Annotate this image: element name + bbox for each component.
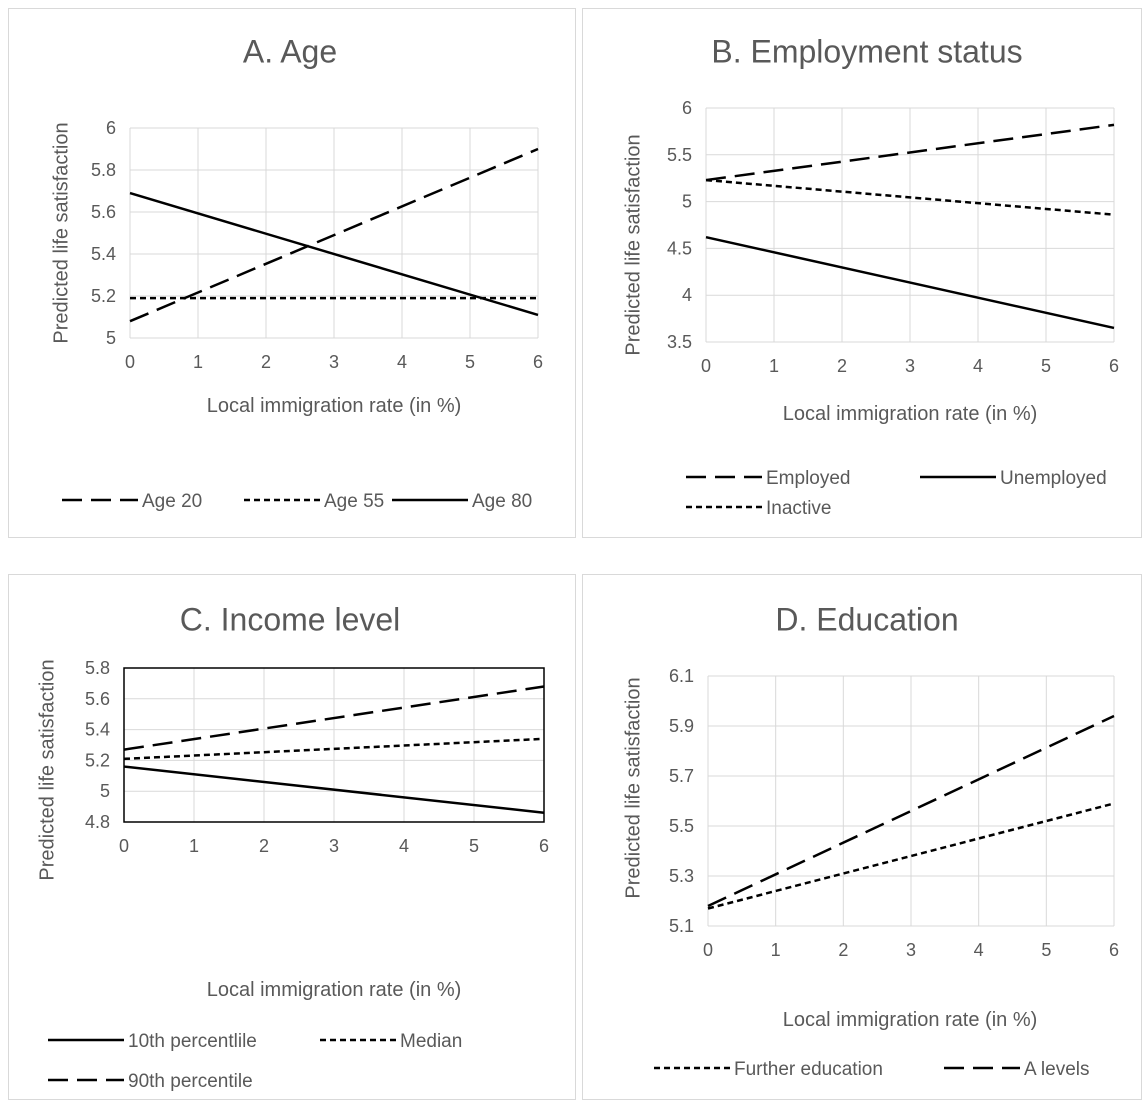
series-line-3 [705,178,1115,216]
legend-label: Unemployed [1000,468,1107,489]
chart-panel-b: 0 1 2 3 4 5 6 3.5 4 4.5 5 5.5 6 B. Employment status L… [582,8,1142,538]
panel-frame [582,574,1142,1100]
y-tick-label: 4 [682,285,692,305]
x-tick-label: 6 [539,836,549,856]
x-tick-label: 0 [703,940,713,960]
legend-label: Age 55 [324,491,384,512]
x-tick-label: 6 [533,352,543,372]
x-tick-label: 2 [259,836,269,856]
y-tick-label: 5.6 [91,202,116,222]
x-axis-label: Local immigration rate (in %) [783,403,1038,425]
series-line-3 [123,685,545,751]
chart-title: D. Education [775,601,958,637]
x-tick-label: 6 [1109,356,1119,376]
legend-label: 10th percentlile [128,1031,257,1052]
chart-title: A. Age [243,33,337,69]
y-tick-label: 6 [106,118,116,138]
y-axis-label: Predicted life satisfaction [36,659,58,880]
series-line-1 [705,123,1115,182]
y-tick-label: 5.2 [85,750,110,770]
x-tick-label: 4 [974,940,984,960]
x-tick-label: 3 [906,940,916,960]
chart-title: B. Employment status [711,33,1022,69]
legend-label: Inactive [766,498,831,519]
legend-label: Age 80 [472,491,532,512]
y-tick-label: 5 [682,192,692,212]
y-tick-label: 3.5 [667,332,692,352]
y-tick-label: 5.2 [91,286,116,306]
chart-panel-c: 0 1 2 3 4 5 6 4.8 5 5.2 5.4 5.6 5.8 C. Income level Lo… [8,574,576,1100]
x-tick-label: 5 [1041,940,1051,960]
y-tick-label: 5.7 [669,766,694,786]
legend-label: Median [400,1031,462,1052]
series-line-1 [129,147,539,323]
panel-frame [8,574,576,1100]
y-tick-label: 5.4 [91,244,116,264]
legend-label: Further education [734,1059,883,1080]
y-tick-label: 5.1 [669,916,694,936]
y-tick-label: 5.9 [669,716,694,736]
legend-label: Age 20 [142,491,202,512]
x-tick-label: 5 [1041,356,1051,376]
plot-border [123,667,545,823]
x-tick-label: 2 [261,352,271,372]
legend-label: A levels [1024,1059,1089,1080]
panel-frame [8,8,576,538]
y-tick-label: 5.4 [85,720,110,740]
x-tick-label: 4 [397,352,407,372]
legend-label: 90th percentile [128,1071,253,1092]
x-tick-label: 3 [329,352,339,372]
x-tick-label: 2 [837,356,847,376]
x-tick-label: 3 [905,356,915,376]
chart-title: C. Income level [180,601,401,637]
x-tick-label: 5 [465,352,475,372]
y-tick-label: 4.8 [85,812,110,832]
series-line-2 [705,235,1115,330]
series-line-1 [123,765,545,815]
x-axis-label: Local immigration rate (in %) [207,979,462,1001]
y-tick-label: 4.5 [667,238,692,258]
x-tick-label: 2 [838,940,848,960]
x-tick-label: 4 [973,356,983,376]
series-line-2 [707,714,1115,908]
y-tick-label: 5.8 [85,658,110,678]
y-tick-label: 5.3 [669,866,694,886]
y-tick-label: 5.5 [669,816,694,836]
x-tick-label: 5 [469,836,479,856]
y-tick-label: 5 [100,781,110,801]
y-tick-label: 5.6 [85,689,110,709]
x-tick-label: 6 [1109,940,1119,960]
x-tick-label: 1 [189,836,199,856]
y-tick-label: 5.5 [667,145,692,165]
y-axis-label: Predicted life satisfaction [50,122,72,343]
y-axis-label: Predicted life satisfaction [622,677,644,898]
x-axis-label: Local immigration rate (in %) [207,395,462,417]
y-tick-label: 6.1 [669,666,694,686]
y-tick-label: 5 [106,328,116,348]
x-tick-label: 3 [329,836,339,856]
chart-panel-d: 0 1 2 3 4 5 6 5.1 5.3 5.5 5.7 5.9 6.1 D. Education Loc… [582,574,1142,1100]
x-tick-label: 1 [771,940,781,960]
x-tick-label: 0 [119,836,129,856]
x-tick-label: 0 [701,356,711,376]
x-tick-label: 1 [193,352,203,372]
x-tick-label: 1 [769,356,779,376]
series-line-2 [123,737,545,761]
series-line-3 [129,191,539,317]
x-axis-label: Local immigration rate (in %) [783,1009,1038,1031]
legend-label: Employed [766,468,851,489]
x-tick-label: 4 [399,836,409,856]
y-axis-label: Predicted life satisfaction [622,134,644,355]
y-tick-label: 6 [682,98,692,118]
y-tick-label: 5.8 [91,160,116,180]
x-tick-label: 0 [125,352,135,372]
chart-panel-a: 0 1 2 3 4 5 6 5 5.2 5.4 5.6 5.8 6 A. Age Local immigra… [8,8,576,538]
